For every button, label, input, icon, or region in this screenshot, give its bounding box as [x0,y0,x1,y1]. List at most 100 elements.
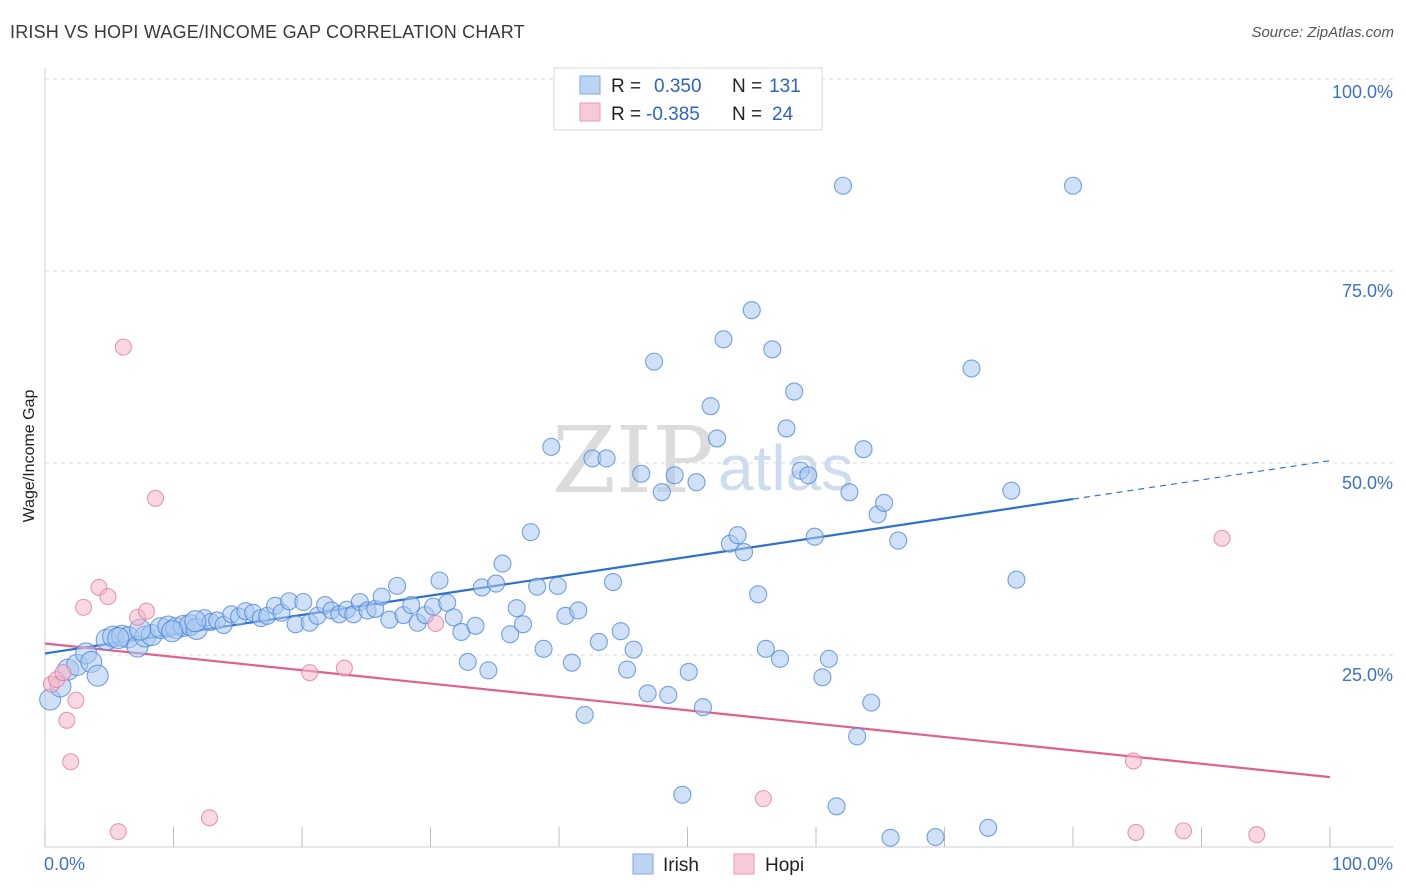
irish-point [575,705,594,724]
irish-point [444,608,463,627]
irish-point [466,616,485,635]
series-legend: Irish Hopi [632,853,804,876]
irish-point [749,585,768,604]
irish-point [679,662,698,681]
watermark-atlas: atlas [718,432,853,504]
irish-point [833,176,853,195]
irish-series-label: Irish [663,855,699,876]
hopi-point [754,790,772,808]
x-tick-label-max: 100.0% [1332,854,1393,874]
irish-point [875,493,894,512]
irish-point [107,627,130,650]
irish-point [763,340,782,359]
irish-series-swatch [632,853,654,875]
irish-point [962,359,981,378]
irish-point [638,684,657,703]
y-tick-label: 100.0% [1332,82,1393,102]
chart-title: IRISH VS HOPI WAGE/INCOME GAP CORRELATIO… [10,22,525,42]
irish-point [402,596,421,615]
irish-point [611,622,630,641]
stats-legend: R = 0.350 N = 131 R = -0.385 N = 24 [553,67,823,131]
hopi-point [58,711,76,729]
irish-point [665,466,684,485]
hopi-series-label: Hopi [765,855,804,876]
irish-point [562,653,581,672]
irish-legend-swatch [579,75,601,95]
irish-point [624,640,643,659]
irish-point [756,639,775,658]
irish-point [979,818,998,837]
hopi-point [109,823,127,841]
irish-point [889,531,908,550]
hopi-n-value: 24 [772,104,794,125]
irish-point [161,620,184,643]
hopi-r-value: -0.385 [646,104,700,125]
y-tick-label: 50.0% [1342,473,1393,493]
irish-point [486,574,506,593]
irish-point [86,664,109,687]
source-label: Source: ZipAtlas.com [1251,24,1394,41]
watermark-zip: ZIP [552,407,714,514]
irish-point [652,483,671,502]
hopi-point [114,338,132,356]
irish-r-value: 0.350 [654,76,702,97]
irish-point [770,649,790,668]
irish-point [501,625,520,644]
irish-point [728,526,747,545]
irish-point [714,330,733,349]
irish-point [528,577,547,596]
hopi-point [1127,823,1145,841]
irish-point [862,693,881,712]
hopi-point [1124,752,1142,770]
irish-point [294,592,313,612]
hopi-point [99,588,117,606]
irish-point [372,587,391,606]
hopi-point [1174,822,1193,840]
irish-point [881,828,900,847]
hopi-series-swatch [733,853,755,875]
y-tick-labels: 25.0% 50.0% 75.0% 100.0% [1332,82,1393,685]
hopi-point [62,753,80,771]
irish-point [693,698,712,717]
irish-point [805,527,824,546]
hopi-point [301,664,319,682]
irish-point [597,449,616,468]
irish-point [827,797,846,816]
grid-lines [45,78,1393,656]
hopi-point [335,659,353,677]
y-tick-label: 75.0% [1342,281,1393,301]
irish-point [813,668,832,687]
irish-point [521,523,540,542]
irish-point [687,473,706,492]
irish-point [1063,176,1083,195]
irish-point [785,382,804,401]
hopi-point [427,614,445,633]
irish-point [848,727,867,746]
hopi-point [75,598,93,616]
irish-trend-extension [1072,460,1331,500]
irish-point [184,610,207,633]
irish-point [708,429,727,448]
hopi-points [42,338,1266,844]
irish-point [701,397,720,416]
hopi-point [54,664,72,682]
hopi-point [200,809,219,827]
irish-point [458,652,477,671]
irish-r-label: R = [611,76,641,97]
irish-point [777,419,796,438]
irish-point [734,543,754,562]
hopi-point [1213,529,1231,547]
irish-point [799,466,818,485]
irish-point [542,437,561,456]
hopi-point [137,602,156,620]
hopi-point [146,489,165,507]
irish-point [632,464,651,483]
irish-point [388,576,407,595]
irish-point [742,301,761,320]
x-tick-label-min: 0.0% [44,854,85,874]
irish-point [548,576,567,595]
irish-point [1002,481,1021,500]
irish-point [645,352,664,371]
irish-point [569,601,588,620]
